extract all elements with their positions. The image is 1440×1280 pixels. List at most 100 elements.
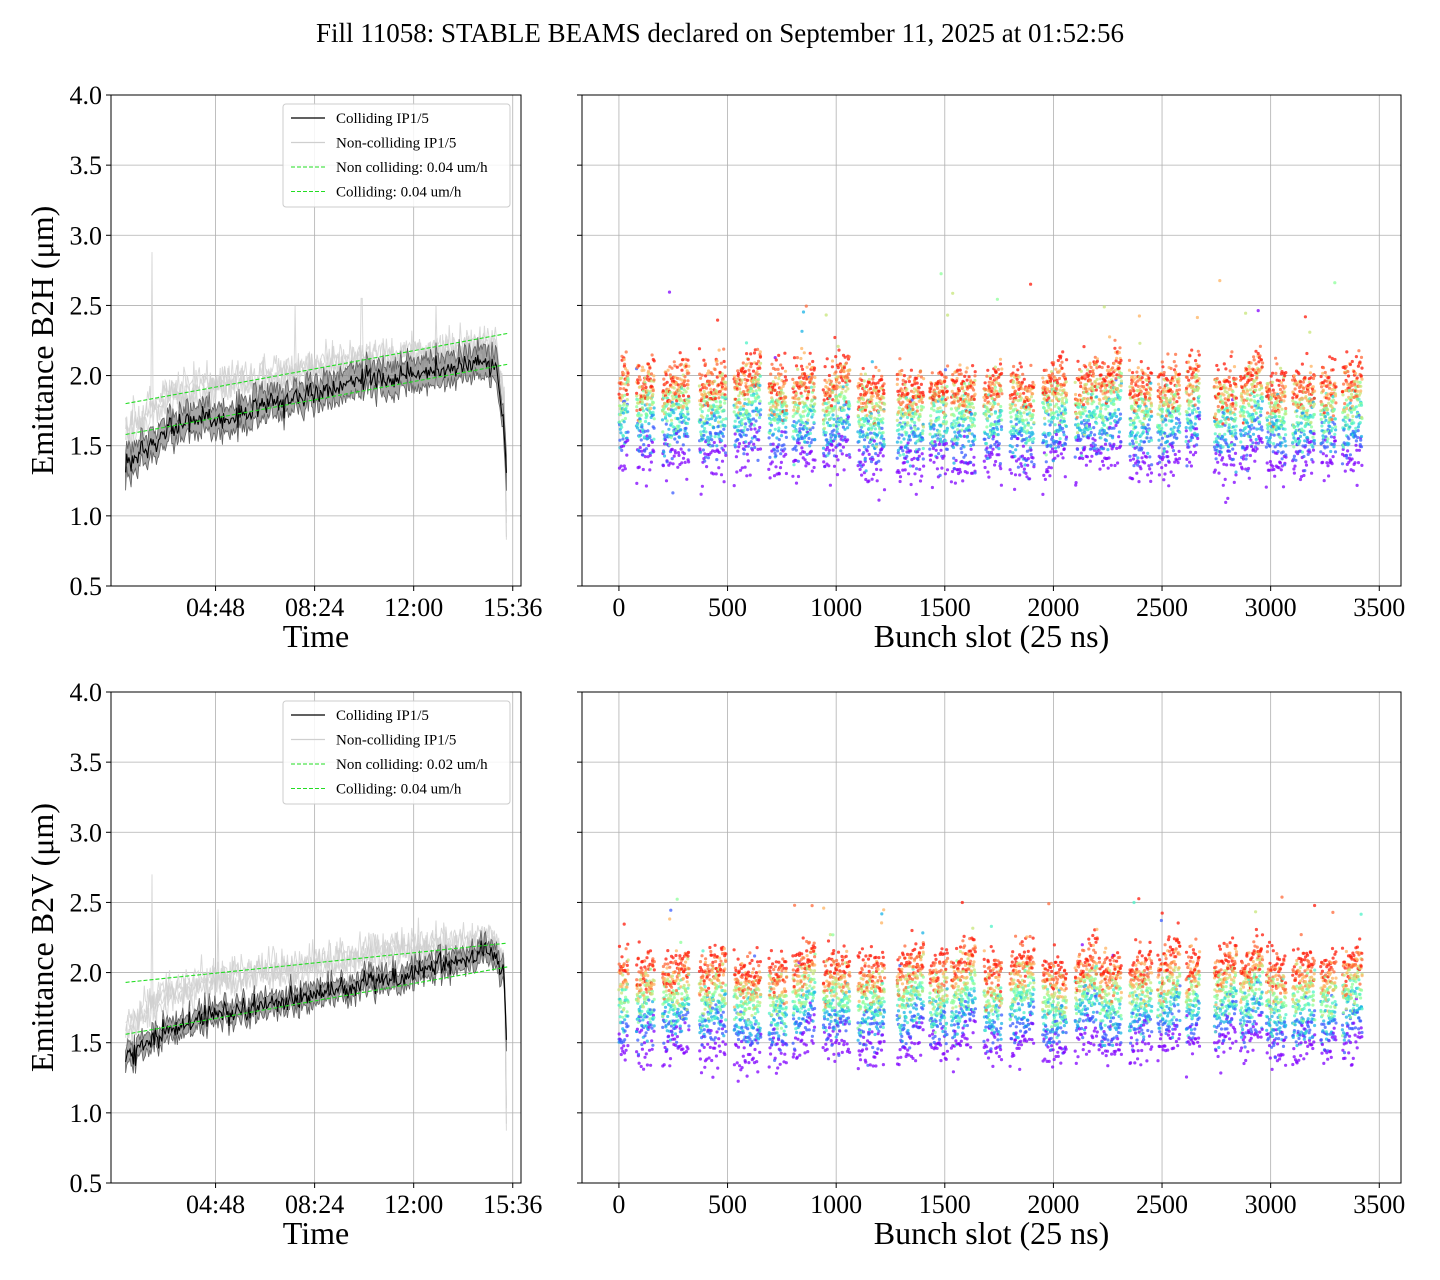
bunch-point <box>1049 450 1053 454</box>
bunch-point <box>746 459 750 463</box>
bunch-point <box>769 423 774 427</box>
bunch-point <box>1016 465 1021 469</box>
bunch-point <box>882 396 886 400</box>
bunch-point <box>1105 433 1110 437</box>
bunch-point <box>812 382 816 386</box>
bunch-point <box>1177 372 1182 376</box>
bunch-point <box>1161 365 1165 369</box>
bunch-point <box>1064 424 1068 428</box>
bunch-point <box>704 430 708 434</box>
bunch-point <box>862 379 866 383</box>
bunch-point <box>734 377 738 381</box>
bunch-point <box>952 456 956 460</box>
bunch-point <box>952 401 956 405</box>
bunch-point <box>1012 364 1016 369</box>
bunch-point <box>880 378 884 382</box>
bunch-point <box>758 383 762 388</box>
bunch-point <box>1225 463 1229 467</box>
bunch-point <box>1019 414 1024 418</box>
bunch-point <box>846 420 850 424</box>
bunch-point <box>1099 436 1103 440</box>
bunch-point <box>672 360 676 364</box>
bunch-point <box>711 472 716 476</box>
bunch-point <box>807 390 811 394</box>
bunch-point <box>1099 373 1103 377</box>
bunch-point <box>867 377 871 382</box>
bunch-point <box>993 411 998 415</box>
bunch-point <box>1175 436 1179 440</box>
bunch-point <box>1149 471 1154 475</box>
bunch-point <box>1058 425 1062 429</box>
bunch-point <box>1042 431 1046 435</box>
bunch-point <box>623 393 627 397</box>
bunch-point <box>1195 443 1199 447</box>
bunch-point <box>1019 411 1023 415</box>
bunch-point <box>1079 415 1083 419</box>
bunch-point <box>1185 457 1189 461</box>
bunch-point <box>1103 379 1107 383</box>
bunch-point <box>646 369 651 373</box>
b2h-bunch-data <box>617 272 1364 504</box>
bunch-point <box>842 468 846 472</box>
bunch-point <box>1219 419 1223 423</box>
bunch-point <box>672 411 676 415</box>
bunch-point <box>997 422 1001 426</box>
y-tick-label: 1.0 <box>70 502 103 531</box>
bunch-point <box>1228 383 1232 388</box>
bunch-point <box>950 389 954 393</box>
bunch-point <box>638 378 642 382</box>
bunch-point <box>806 418 810 422</box>
bunch-point <box>963 374 967 378</box>
bunch-point <box>864 469 868 473</box>
bunch-point <box>813 437 817 442</box>
bunch-point <box>735 470 739 474</box>
bunch-point <box>836 423 841 427</box>
bunch-point <box>635 481 639 485</box>
bunch-point <box>932 408 936 412</box>
bunch-point <box>1163 431 1167 435</box>
bunch-point <box>869 414 873 418</box>
bunch-point <box>640 406 645 410</box>
bunch-point <box>997 442 1001 446</box>
bunch-point <box>773 427 777 431</box>
bunch-point <box>905 431 909 435</box>
bunch-point <box>916 405 920 409</box>
bunch-point <box>1083 405 1087 410</box>
noncolliding-trace <box>125 322 507 512</box>
bunch-point <box>738 468 743 472</box>
bunch-point <box>746 397 750 401</box>
bunch-point <box>1119 371 1123 376</box>
bunch-point <box>945 447 950 451</box>
bunch-point <box>713 367 717 372</box>
bunch-point <box>1117 430 1121 434</box>
bunch-point <box>1142 440 1147 444</box>
bunch-point <box>642 368 646 372</box>
bunch-point <box>678 351 682 355</box>
bunch-point <box>1221 405 1225 409</box>
bunch-point <box>829 379 833 383</box>
y-tick-label: 3.5 <box>70 151 103 180</box>
bunch-point <box>1117 350 1121 355</box>
bunch-point <box>1063 442 1068 446</box>
bunch-point <box>1102 447 1106 451</box>
bunch-point <box>779 452 783 456</box>
bunch-point <box>1050 447 1055 451</box>
bunch-point <box>836 344 840 348</box>
bunch-point <box>895 418 899 422</box>
bunch-point <box>811 359 815 364</box>
bunch-point <box>1041 376 1045 380</box>
bunch-point <box>830 365 835 369</box>
bunch-point <box>983 398 987 402</box>
bunch-point <box>942 454 946 458</box>
bunch-point <box>1114 423 1118 428</box>
bunch-point <box>1099 451 1103 455</box>
bunch-point <box>807 462 811 466</box>
bunch-point <box>724 417 728 421</box>
bunch-point <box>1058 369 1062 373</box>
bunch-point <box>621 434 626 438</box>
bunch-point <box>1177 449 1181 453</box>
bunch-point <box>905 460 910 464</box>
